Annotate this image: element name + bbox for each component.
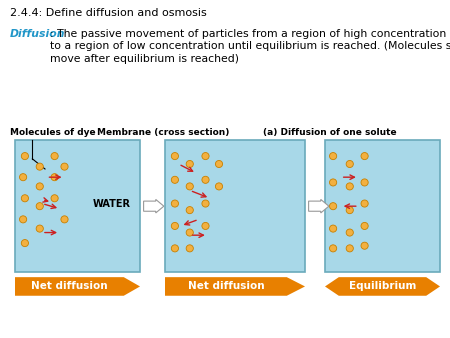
Ellipse shape <box>19 216 27 223</box>
Ellipse shape <box>329 152 337 160</box>
Text: : The passive movement of particles from a region of high concentration
to a reg: : The passive movement of particles from… <box>50 29 450 64</box>
FancyArrow shape <box>309 199 329 213</box>
Ellipse shape <box>346 207 353 214</box>
Ellipse shape <box>202 176 209 183</box>
Ellipse shape <box>51 152 58 160</box>
Ellipse shape <box>361 179 368 186</box>
Ellipse shape <box>202 222 209 230</box>
Text: WATER: WATER <box>93 198 130 209</box>
Ellipse shape <box>346 245 353 252</box>
Ellipse shape <box>171 222 179 230</box>
Ellipse shape <box>202 200 209 207</box>
FancyArrow shape <box>144 199 164 213</box>
Ellipse shape <box>171 176 179 183</box>
Ellipse shape <box>361 242 368 249</box>
Ellipse shape <box>36 203 43 210</box>
Ellipse shape <box>361 152 368 160</box>
Ellipse shape <box>346 161 353 168</box>
Text: Diffusion: Diffusion <box>10 29 65 39</box>
Text: Molecules of dye: Molecules of dye <box>10 128 95 137</box>
Ellipse shape <box>171 200 179 207</box>
Ellipse shape <box>329 225 337 232</box>
Ellipse shape <box>61 216 68 223</box>
Ellipse shape <box>346 229 353 236</box>
Ellipse shape <box>21 195 28 202</box>
Ellipse shape <box>19 174 27 181</box>
Polygon shape <box>165 277 305 296</box>
Bar <box>165 140 305 272</box>
Ellipse shape <box>36 225 43 232</box>
Ellipse shape <box>36 183 43 190</box>
Ellipse shape <box>171 152 179 160</box>
Ellipse shape <box>171 245 179 252</box>
Ellipse shape <box>202 152 209 160</box>
Text: (a) Diffusion of one solute: (a) Diffusion of one solute <box>263 128 397 137</box>
Polygon shape <box>15 277 140 296</box>
Text: Equilibrium: Equilibrium <box>349 282 416 291</box>
Ellipse shape <box>216 183 223 190</box>
Bar <box>15 140 140 272</box>
Ellipse shape <box>186 229 194 236</box>
Ellipse shape <box>186 161 194 168</box>
Ellipse shape <box>186 183 194 190</box>
Ellipse shape <box>51 174 58 181</box>
Ellipse shape <box>329 179 337 186</box>
Bar <box>325 140 440 272</box>
Ellipse shape <box>36 163 43 170</box>
Text: Net diffusion: Net diffusion <box>188 282 264 291</box>
Ellipse shape <box>21 152 28 160</box>
Text: Membrane (cross section): Membrane (cross section) <box>97 128 229 137</box>
Ellipse shape <box>51 195 58 202</box>
Text: Net diffusion: Net diffusion <box>31 282 108 291</box>
Ellipse shape <box>361 200 368 207</box>
Ellipse shape <box>216 161 223 168</box>
Ellipse shape <box>346 183 353 190</box>
Polygon shape <box>325 277 440 296</box>
Ellipse shape <box>61 163 68 170</box>
Ellipse shape <box>186 245 194 252</box>
Ellipse shape <box>21 240 28 247</box>
Ellipse shape <box>361 222 368 230</box>
Ellipse shape <box>329 203 337 210</box>
Ellipse shape <box>329 245 337 252</box>
Ellipse shape <box>186 207 194 214</box>
Text: 2.4.4: Define diffusion and osmosis: 2.4.4: Define diffusion and osmosis <box>10 8 207 19</box>
